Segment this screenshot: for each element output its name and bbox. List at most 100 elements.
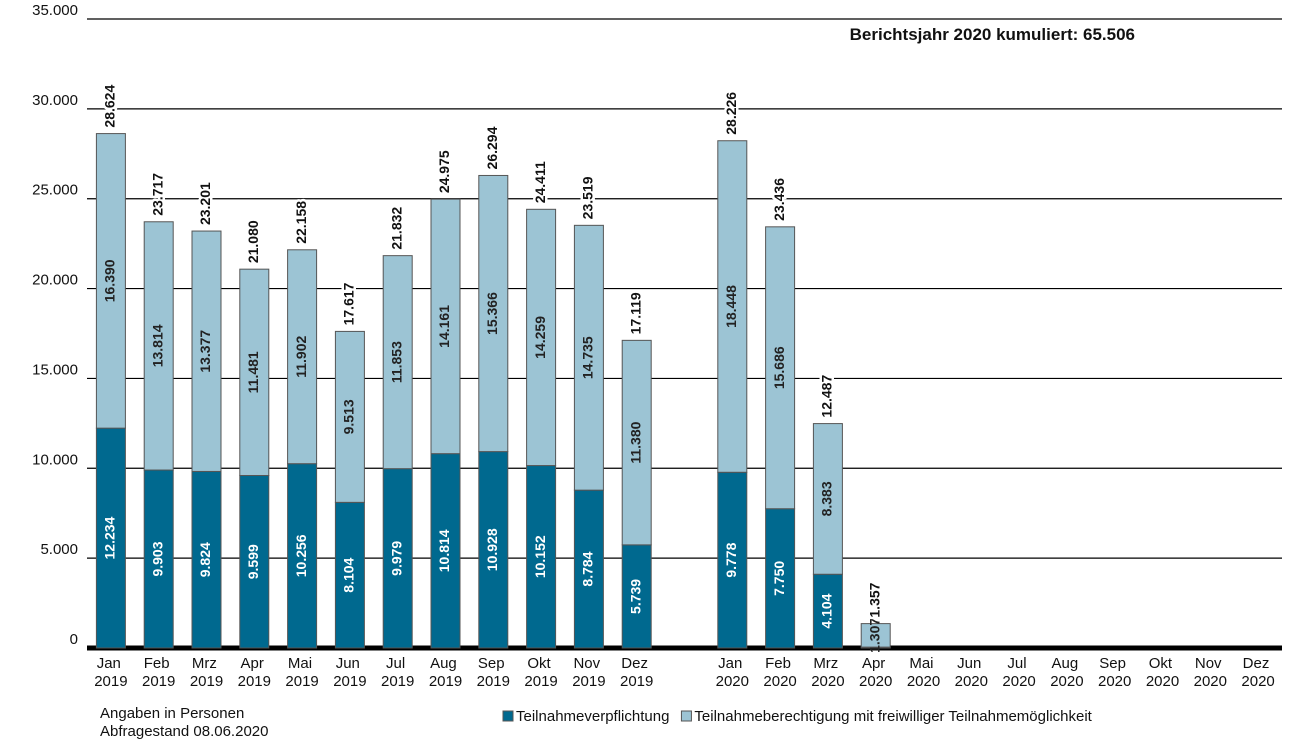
bar-segment <box>621 544 652 649</box>
bar-segment <box>526 208 557 467</box>
bar-segment <box>430 198 461 455</box>
x-tick-label: Jan 2020 <box>716 655 749 690</box>
bar-segment <box>95 133 126 429</box>
x-tick-label: Jun 2020 <box>955 655 988 690</box>
total-label: 28.624 <box>102 85 118 128</box>
bar-segment <box>334 330 365 503</box>
total-label: 24.411 <box>532 161 548 203</box>
data-label: 5.739 <box>627 579 643 614</box>
total-label: 1.357 <box>866 582 882 617</box>
bar-segment <box>95 427 126 649</box>
bar-segment <box>287 463 318 649</box>
x-tick-label: Mai 2019 <box>285 655 318 690</box>
bar-segment <box>573 224 604 491</box>
bar-segment <box>382 468 413 649</box>
bar-segment <box>526 465 557 649</box>
data-label: 11.902 <box>293 336 309 378</box>
x-tick-label: Feb 2020 <box>763 655 796 690</box>
annotation: Berichtsjahr 2020 kumuliert: 65.506 <box>850 25 1135 44</box>
data-label: 14.735 <box>580 336 596 379</box>
data-label: 11.853 <box>388 341 404 383</box>
bar-segment <box>143 221 174 471</box>
total-label: 12.487 <box>819 375 835 418</box>
bar-segment <box>765 508 796 649</box>
legend-swatch <box>502 710 514 722</box>
data-label: 9.824 <box>197 542 213 577</box>
data-label: 9.599 <box>245 544 261 579</box>
y-tick-label: 30.000 <box>32 92 78 109</box>
data-label: 10.152 <box>532 535 548 578</box>
x-tick-label: Aug 2019 <box>429 655 462 690</box>
data-label: 13.377 <box>197 330 213 373</box>
x-tick-label: Okt 2019 <box>524 655 557 690</box>
data-label: 11.380 <box>627 421 643 463</box>
x-tick-label: Sep 2019 <box>477 655 510 690</box>
data-label: 7.750 <box>771 561 787 596</box>
bar-segment <box>717 471 748 649</box>
data-label: 9.778 <box>723 542 739 577</box>
total-label: 28.226 <box>723 92 739 135</box>
bar-segment <box>287 249 318 465</box>
bar-segment <box>478 451 509 649</box>
total-label: 24.975 <box>436 150 452 193</box>
data-label: 8.104 <box>341 557 357 592</box>
total-label: 21.080 <box>245 220 261 263</box>
y-tick-label: 20.000 <box>32 272 78 289</box>
bar-segment <box>143 469 174 649</box>
x-tick-label: Mrz 2019 <box>190 655 223 690</box>
total-label: 17.617 <box>341 282 357 325</box>
y-tick-label: 25.000 <box>32 182 78 199</box>
bar-segment <box>812 573 843 649</box>
data-label: 15.366 <box>484 292 500 335</box>
y-tick-label: 10.000 <box>32 451 78 468</box>
x-tick-label: Okt 2020 <box>1146 655 1179 690</box>
x-tick-label: Mrz 2020 <box>811 655 844 690</box>
data-label: 15.686 <box>771 346 787 389</box>
bar-segment <box>621 339 652 546</box>
data-label: 10.256 <box>293 534 309 577</box>
bar-segment <box>812 423 843 575</box>
bar-segment <box>191 230 222 472</box>
note: Angaben in Personen <box>100 705 244 722</box>
total-label: 23.201 <box>197 182 213 225</box>
bar-segment <box>334 501 365 649</box>
legend-label: Teilnahmeverpflichtung <box>516 708 669 725</box>
x-tick-label: Jan 2019 <box>94 655 127 690</box>
data-label: 18.448 <box>723 285 739 328</box>
bar-segment <box>765 226 796 510</box>
data-label: 14.259 <box>532 316 548 359</box>
data-label: 9.903 <box>149 541 165 576</box>
x-tick-label: Mai 2020 <box>907 655 940 690</box>
total-label: 17.119 <box>627 292 643 334</box>
data-label: 13.814 <box>149 324 165 367</box>
total-label: 23.519 <box>580 176 596 219</box>
legend-label: Teilnahmeberechtigung mit freiwilliger T… <box>694 708 1092 725</box>
data-label: 9.513 <box>341 399 357 434</box>
x-tick-label: Dez 2020 <box>1241 655 1274 690</box>
x-tick-label: Jul 2019 <box>381 655 414 690</box>
x-tick-label: Dez 2019 <box>620 655 653 690</box>
data-label: 4.104 <box>819 593 835 628</box>
data-label: 10.814 <box>436 529 452 572</box>
data-label: 8.383 <box>819 481 835 516</box>
bar-segment <box>573 489 604 649</box>
x-tick-label: Jul 2020 <box>1002 655 1035 690</box>
y-tick-label: 35.000 <box>32 2 78 19</box>
note: Abfragestand 08.06.2020 <box>100 723 268 740</box>
bar-segment <box>239 268 270 476</box>
x-tick-label: Nov 2019 <box>572 655 605 690</box>
total-label: 23.717 <box>149 173 165 216</box>
bar-segment <box>191 470 222 649</box>
total-label: 23.436 <box>771 178 787 221</box>
y-tick-label: 0 <box>70 631 78 648</box>
bar-segment <box>717 140 748 473</box>
bar-segment <box>382 255 413 470</box>
y-tick-label: 5.000 <box>40 541 78 558</box>
data-label: 16.390 <box>102 259 118 302</box>
data-label: 1.307 <box>866 618 882 653</box>
x-tick-label: Feb 2019 <box>142 655 175 690</box>
data-label: 14.161 <box>436 305 452 348</box>
legend-swatch <box>680 710 692 722</box>
data-label: 10.928 <box>484 528 500 571</box>
